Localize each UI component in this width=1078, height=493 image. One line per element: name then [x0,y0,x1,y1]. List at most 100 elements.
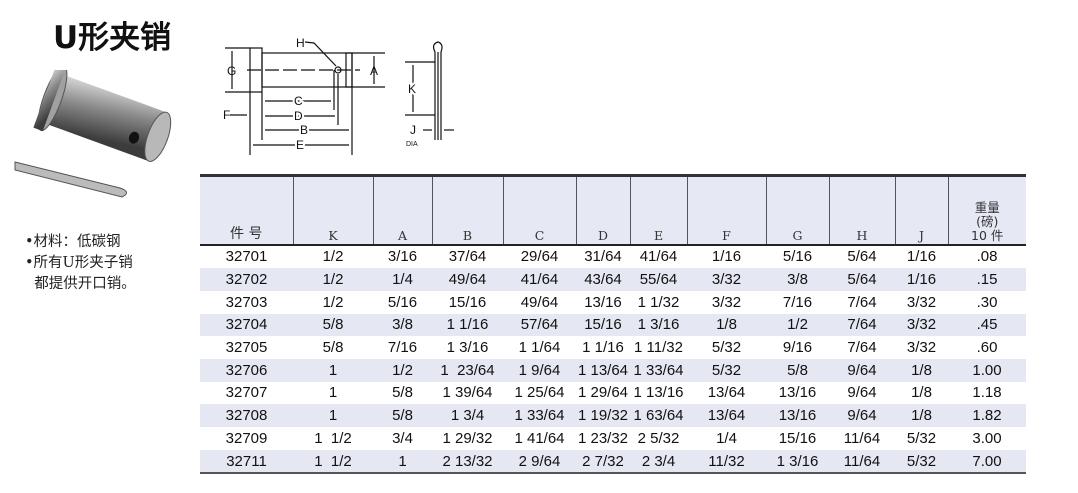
clevis-pin-photo [14,70,172,198]
table-cell: 3/16 [387,248,418,266]
table-cell: 1/8 [895,358,948,382]
part-number-cell: 32706 [200,358,293,382]
table-cell: 13/16 [584,293,622,311]
table-cell: 1/2 [766,313,829,337]
label-h: H [296,36,305,50]
table-cell: 1 3/16 [630,313,687,337]
col-header-c: C [502,174,576,246]
table-cell: 1 29/64 [577,384,629,402]
table-cell: 1 3/4 [432,404,503,427]
table-cell: 49/64 [432,268,503,291]
table-cell: 1 [373,449,432,475]
table-cell: 7/64 [847,293,877,311]
table-cell: 5/8 [766,358,829,382]
table-row: 32703 1/2 5/16 15/16 49/64 13/16 1 1/32 3/32 7/1… [200,291,1026,314]
table-row: 32702 1/2 1/4 49/64 41/64 43/64 55/64 3/32 3/8 5/… [200,268,1026,291]
table-cell: 2 7/32 [576,449,630,475]
table-cell: 13/64 [707,384,746,402]
table-cell: 13/16 [766,404,829,427]
table-cell: 15/16 [778,429,817,447]
table-cell: 9/64 [829,404,895,427]
table-row: 32711 1 1/2 1 2 13/32 2 9/64 2 7/32 2 3/4 11/32… [200,449,1026,475]
table-cell: 3.00 [972,429,1002,447]
table-cell: 1 1/16 [582,339,624,357]
table-cell: 2 9/64 [503,449,576,475]
table-cell: 7/64 [829,313,895,337]
label-j: J [410,123,416,137]
table-cell: 57/64 [503,313,576,337]
table-cell: 1/8 [895,404,948,427]
table-row: 32705 5/8 7/16 1 3/16 1 1/64 1 1/16 1 11/32 5/3… [200,336,1026,359]
label-dia: DIA [406,141,418,148]
label-b: B [300,123,308,137]
label-a: A [370,64,378,78]
table-row: 32704 5/8 3/8 1 1/16 57/64 15/16 1 3/16 1/8 1/2 7… [200,313,1026,337]
table-cell: 5/64 [847,248,877,266]
table-cell: 3/32 [906,339,937,357]
table-cell: 1 9/64 [503,358,576,382]
part-number-cell: 32705 [225,339,268,357]
table-cell: 49/64 [520,293,559,311]
part-number-cell: 32702 [200,268,293,291]
col-header-part-no: 件 号 [200,174,293,246]
table-cell: 5/8 [293,313,373,337]
table-cell: 11/64 [829,449,895,475]
table-cell: 1 25/64 [514,384,565,402]
table-cell: 1 33/64 [503,404,576,427]
table-cell: 1/8 [911,384,932,402]
page-title: U形夹销 [53,20,172,56]
table-cell: 1 13/64 [576,358,630,382]
part-number-cell: 32707 [225,384,268,402]
part-number-cell: 32701 [225,248,268,266]
table-cell: 1 1/64 [518,339,561,357]
table-cell: 3/32 [895,313,948,337]
table-cell: 29/64 [520,248,559,266]
table-cell: 31/64 [584,248,622,266]
table-cell: 1/2 [373,358,432,382]
table-cell: 5/8 [322,339,344,357]
table-cell: 1/16 [711,248,742,266]
note-cotter-pin: •所有U形夹子销 [25,255,133,271]
table-cell: 1/8 [687,313,766,337]
table-cell: .60 [976,339,998,357]
part-number-cell: 32703 [225,293,268,311]
table-cell: 1 [293,404,373,427]
part-number-cell: 32709 [225,429,268,447]
table-cell: 1/2 [322,248,344,266]
table-cell: .45 [948,313,1026,337]
table-cell: 5/64 [829,268,895,291]
table-cell: 15/16 [448,293,487,311]
table-cell: 1 1/2 [314,429,352,447]
table-cell: 9/16 [782,339,813,357]
table-cell: 5/32 [895,449,948,475]
weight-header-line1: 重量 [974,199,1000,215]
table-cell: 3/4 [392,429,413,447]
table-cell: 1/2 [322,293,344,311]
part-number-cell: 32704 [200,313,293,337]
table-cell: 5/16 [782,248,813,266]
table-cell: 5/16 [387,293,418,311]
col-header-j: J [894,174,948,246]
table-cell: 1.82 [948,404,1026,427]
table-cell: 1 [293,358,373,382]
table-cell: 7.00 [948,449,1026,475]
part-number-cell: 32711 [200,449,293,475]
label-d: D [294,109,303,123]
col-header-h: H [828,174,895,246]
dimension-diagram: H G A F C D B E K J DIA [223,36,454,155]
table-cell: 55/64 [630,268,687,291]
table-cell: 37/64 [448,248,487,266]
table-cell: 1 19/32 [576,404,630,427]
table-cell: 11/64 [843,429,881,447]
table-cell: 5/32 [687,358,766,382]
table-cell: 41/64 [639,248,678,266]
table-cell: 1 41/64 [514,429,565,447]
table-cell: 1 23/32 [577,429,629,447]
label-f: F [223,108,230,122]
table-cell: 1 1/32 [637,293,680,311]
table-cell: 2 13/32 [432,449,503,475]
table-cell: 5/8 [373,404,432,427]
table-cell: 1 23/64 [432,358,503,382]
table-cell: 1 63/64 [630,404,687,427]
col-header-weight: 重量 (磅) 10 件 [947,174,1026,246]
